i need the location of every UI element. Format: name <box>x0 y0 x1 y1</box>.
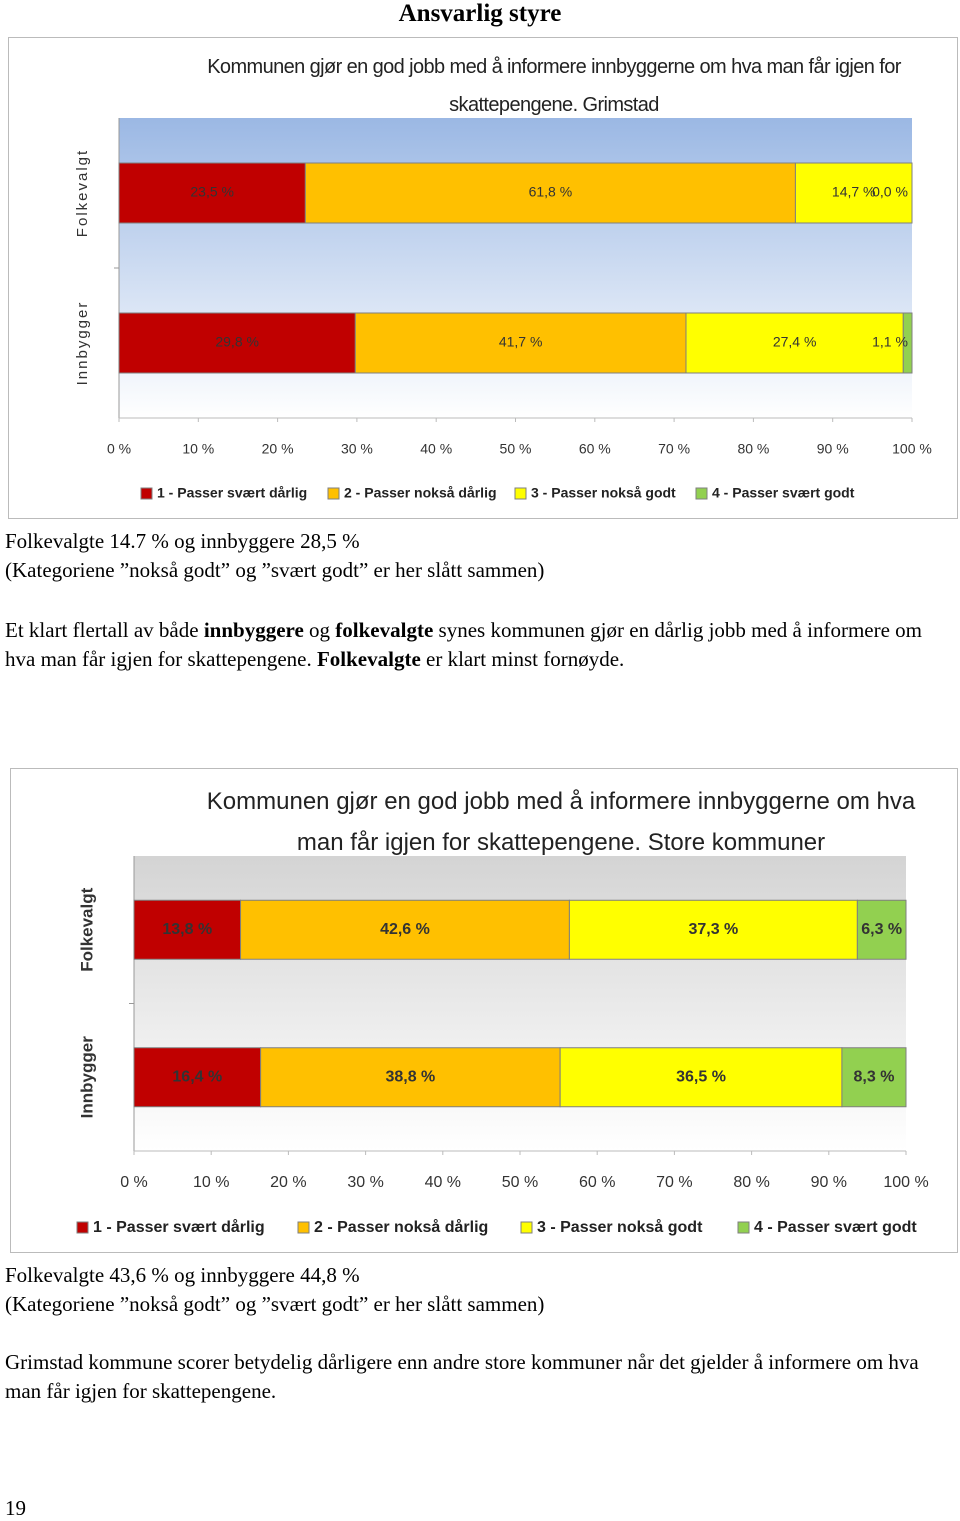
summary-line: Folkevalgte 43,6 % og innbyggere 44,8 % <box>5 1263 360 1287</box>
x-tick-label: 10 % <box>193 1174 229 1191</box>
legend-swatch <box>140 487 153 500</box>
data-label: 6,3 % <box>861 921 902 938</box>
data-label: 23,5 % <box>190 184 234 200</box>
bar-segment <box>240 899 570 960</box>
legend-label: 2 - Passer nokså dårlig <box>344 485 497 501</box>
data-label: 41,7 % <box>499 334 543 350</box>
x-tick-label: 0 % <box>107 441 131 457</box>
x-tick-label: 30 % <box>341 441 373 457</box>
text: Et klart flertall av både <box>5 618 204 642</box>
data-label: 16,4 % <box>172 1068 222 1085</box>
heading: Ansvarlig styre <box>398 0 562 27</box>
bar-segment <box>354 312 687 374</box>
data-label: 0,0 % <box>872 184 908 200</box>
bar-segment <box>118 162 306 224</box>
legend-label: 1 - Passer svært dårlig <box>93 1218 265 1236</box>
summary: Folkevalgte 14.7 % og innbyggere 28,5 % … <box>5 527 544 585</box>
chart: Kommunen gjør en god jobb med å informer… <box>8 37 958 519</box>
legend-label: 3 - Passer nokså godt <box>531 485 676 501</box>
text: Folkevalgte <box>316 647 421 671</box>
x-tick-label: 80 % <box>733 1174 769 1191</box>
chart: Kommunen gjør en god jobb med å informer… <box>10 768 958 1253</box>
summary-line: (Kategoriene ”nokså godt” og ”svært godt… <box>5 1292 545 1316</box>
legend-label: 4 - Passer svært godt <box>754 1219 917 1236</box>
x-tick-label: 0 % <box>120 1174 148 1191</box>
legend-swatch <box>737 1221 750 1234</box>
x-tick-label: 100 % <box>883 1174 928 1191</box>
legend-swatch <box>297 1221 310 1234</box>
bar-segment <box>794 162 913 224</box>
x-tick-label: 100 % <box>892 441 932 457</box>
x-tick-label: 40 % <box>420 441 452 457</box>
text: og <box>303 618 336 642</box>
x-tick-label: 20 % <box>270 1174 306 1191</box>
bar-segment <box>260 1047 561 1108</box>
x-tick-label: 90 % <box>811 1174 847 1191</box>
x-tick-label: 80 % <box>737 441 769 457</box>
x-tick-label: 50 % <box>500 441 532 457</box>
text: er klart minst fornøyde. <box>420 647 625 671</box>
legend-swatch <box>520 1221 533 1234</box>
legend-label: 3 - Passer nokså godt <box>537 1218 703 1236</box>
bar-segment <box>685 312 904 374</box>
chart-title: Kommunen gjør en god jobb med å informer… <box>207 56 901 116</box>
y-category-label: Folkevalgt <box>77 887 96 971</box>
x-tick-label: 50 % <box>502 1174 538 1191</box>
legend-swatch <box>514 487 527 500</box>
summary-line: (Kategoriene ”nokså godt” og ”svært godt… <box>5 558 545 582</box>
x-tick-label: 70 % <box>658 441 690 457</box>
x-tick-label: 90 % <box>817 441 849 457</box>
data-label: 14,7 % <box>832 184 876 200</box>
x-tick-label: 20 % <box>262 441 294 457</box>
y-category-label: Folkevalgt <box>74 149 91 237</box>
data-label: 1,1 % <box>872 334 908 350</box>
text: innbyggere <box>203 618 304 642</box>
text: synes kommunen gjør en dårlig jobb med å… <box>5 618 923 671</box>
chart-svg: 0 % 10 % 20 % 30 % 40 % 50 % 60 % 70 % 80 % 90 % 1… <box>74 118 932 501</box>
data-label: 29,8 % <box>215 334 259 350</box>
data-label: 27,4 % <box>773 334 817 350</box>
page-number: 19 <box>5 1496 26 1520</box>
chart-svg: 0 % 10 % 20 % 30 % 40 % 50 % 60 % 70 % 80 % 90 % 1… <box>76 856 929 1236</box>
bar-segment <box>841 1047 907 1108</box>
paragraph: Grimstad kommune scorer betydelig dårlig… <box>5 1350 919 1403</box>
data-label: 8,3 % <box>854 1068 895 1085</box>
summary-line: Folkevalgte 14.7 % og innbyggere 28,5 % <box>5 529 360 553</box>
bar-segment <box>133 1047 262 1108</box>
x-tick-label: 10 % <box>182 441 214 457</box>
summary: Folkevalgte 43,6 % og innbyggere 44,8 % … <box>5 1261 544 1319</box>
x-tick-label: 60 % <box>579 441 611 457</box>
legend-swatch <box>695 487 708 500</box>
x-tick-label: 60 % <box>579 1174 615 1191</box>
x-tick-label: 40 % <box>425 1174 461 1191</box>
text: folkevalgte <box>335 618 434 642</box>
bar-segment <box>118 312 356 374</box>
data-label: 61,8 % <box>529 184 573 200</box>
bar-segment <box>568 899 858 960</box>
y-category-label: Innbygger <box>74 301 91 386</box>
y-category-label: Innbygger <box>77 1036 96 1119</box>
bar-segment <box>559 1047 843 1108</box>
x-tick-label: 70 % <box>656 1174 692 1191</box>
data-label: 42,6 % <box>380 921 430 938</box>
bar-segment <box>902 312 913 374</box>
legend-swatch <box>327 487 340 500</box>
legend-label: 4 - Passer svært godt <box>712 485 855 501</box>
legend-label: 2 - Passer nokså dårlig <box>314 1218 488 1236</box>
data-label: 36,5 % <box>676 1068 726 1085</box>
paragraph: Et klart flertall av både innbyggere og … <box>5 616 955 674</box>
data-label: 13,8 % <box>162 921 212 938</box>
x-tick-label: 30 % <box>347 1174 383 1191</box>
bar-segment <box>304 162 796 224</box>
data-label: 37,3 % <box>688 921 738 938</box>
legend-swatch <box>76 1221 89 1234</box>
legend-label: 1 - Passer svært dårlig <box>157 485 307 501</box>
chart-title: Kommunen gjør en god jobb med å informer… <box>206 788 916 856</box>
bar-segment <box>856 899 907 960</box>
data-label: 38,8 % <box>385 1068 435 1085</box>
